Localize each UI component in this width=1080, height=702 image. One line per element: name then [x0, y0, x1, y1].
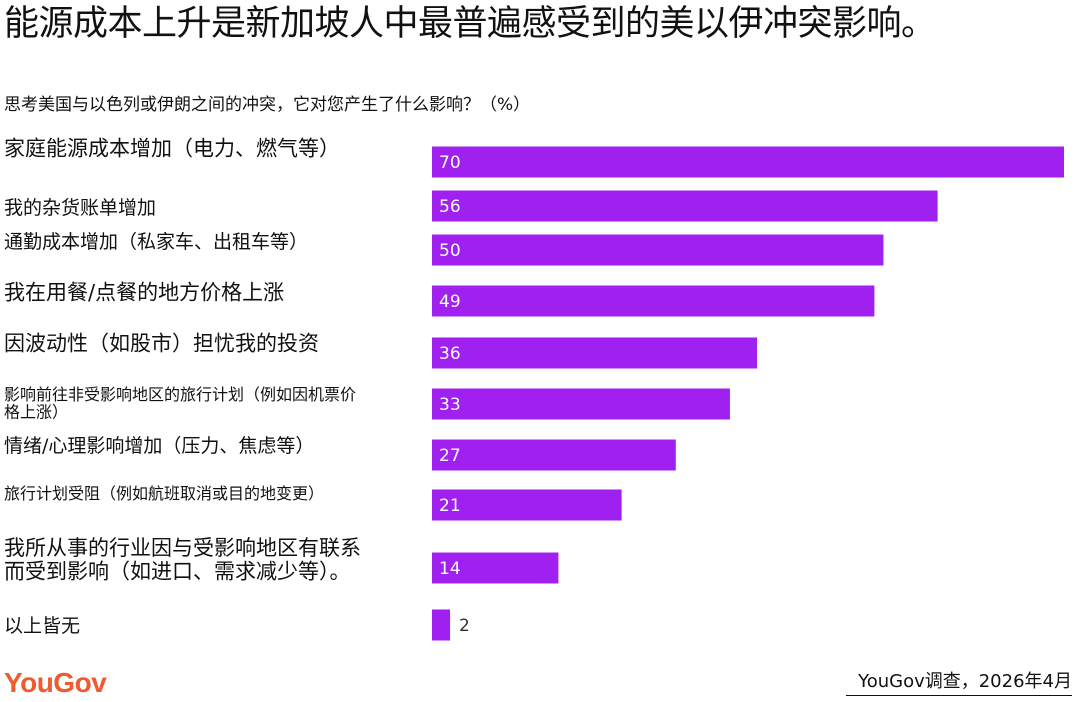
category-label: 旅行计划受阻（例如航班取消或目的地变更）	[4, 484, 324, 503]
bar-value-label: 49	[439, 292, 461, 312]
bar-value-label: 27	[439, 446, 461, 466]
bar	[432, 234, 884, 266]
bar-value-label: 36	[439, 344, 461, 364]
category-label: 通勤成本增加（私家车、出租车等）	[4, 231, 308, 253]
chart-subtitle: 思考美国与以色列或伊朗之间的冲突，它对您产生了什么影响？（%）	[4, 95, 531, 115]
bar-value-label: 56	[439, 197, 461, 217]
category-label: 因波动性（如股市）担忧我的投资	[4, 332, 319, 356]
bar-value-label: 21	[439, 496, 461, 516]
bar-value-label: 33	[439, 395, 461, 415]
yougov-logo: YouGov	[4, 667, 107, 698]
bar	[432, 190, 938, 222]
bar-value-label: 14	[439, 559, 461, 579]
chart-title: 能源成本上升是新加坡人中最普遍感受到的美以伊冲突影响。	[4, 4, 936, 44]
bar	[432, 285, 875, 317]
category-label: 以上皆无	[4, 615, 80, 637]
category-label: 我的杂货账单增加	[4, 197, 156, 219]
bar	[432, 439, 676, 471]
bar	[432, 552, 559, 584]
bar	[432, 388, 730, 420]
source-note: YouGov调查，2026年4月	[846, 670, 1072, 696]
category-label: 我在用餐/点餐的地方价格上涨	[4, 281, 284, 305]
category-label: 影响前往非受影响地区的旅行计划（例如因机票价格上涨）	[4, 385, 356, 422]
bar	[432, 146, 1064, 178]
bar	[432, 337, 758, 369]
bar	[432, 489, 622, 521]
bar-value-label: 70	[439, 153, 461, 173]
bar-value-label: 2	[459, 616, 470, 636]
bar-value-label: 50	[439, 241, 461, 261]
category-label: 家庭能源成本增加（电力、燃气等）	[4, 137, 340, 161]
category-label: 我所从事的行业因与受影响地区有联系而受到影响（如进口、需求减少等）。	[4, 536, 361, 584]
bar	[432, 609, 451, 641]
category-label: 情绪/心理影响增加（压力、焦虑等）	[4, 435, 314, 457]
